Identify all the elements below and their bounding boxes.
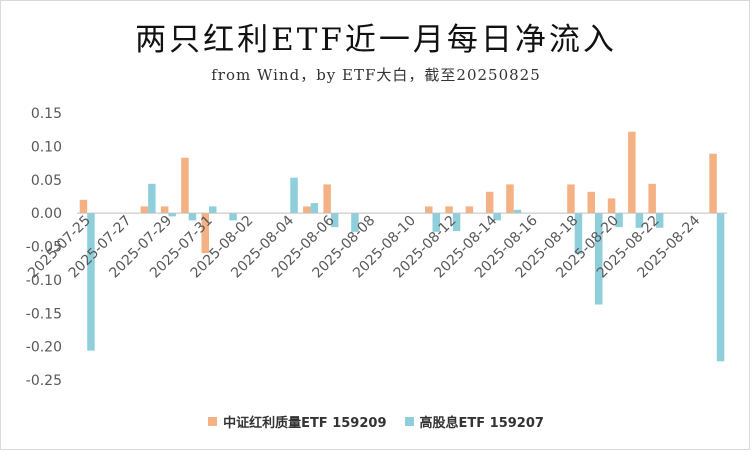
bar-series-1	[425, 206, 433, 214]
y-tick-label: -0.15	[26, 306, 62, 322]
bar-series-1	[140, 206, 149, 214]
bar-series-2	[188, 213, 197, 221]
bar-series-1	[567, 184, 575, 214]
bar-series-2	[290, 177, 298, 214]
bar-series-2	[168, 213, 176, 217]
bar-series-1	[160, 206, 169, 214]
bar-series-2	[148, 183, 156, 214]
bar-series-2	[209, 206, 217, 214]
y-tick-label: -0.20	[26, 340, 62, 356]
bar-series-2	[574, 213, 583, 254]
y-tick-label: 0.15	[31, 106, 62, 122]
y-tick-label: -0.05	[26, 240, 62, 256]
bar-series-2	[513, 209, 522, 214]
bar-series-1	[323, 184, 331, 214]
bar-series-2	[716, 213, 725, 362]
legend-swatch-series-1	[208, 417, 218, 426]
bar-series-1	[79, 199, 88, 214]
bar-series-1	[628, 131, 636, 214]
bar-series-2	[493, 213, 501, 221]
bar-series-2	[432, 213, 440, 232]
legend-item-series-2: 高股息ETF 159207	[404, 412, 544, 431]
bar-series-1	[607, 198, 616, 214]
bar-series-2	[635, 213, 644, 228]
chart-title: 两只红利ETF近一月每日净流入	[135, 22, 617, 58]
bar-series-1	[587, 191, 595, 214]
chart-subtitle: from Wind，by ETF大白，截至20250825	[211, 66, 541, 84]
bar-series-2	[310, 203, 319, 214]
bar-series-1	[485, 191, 494, 214]
bar-series-2	[655, 213, 664, 228]
y-tick-label: 0.10	[31, 139, 62, 155]
legend-item-series-1: 中证红利质量ETF 159209	[208, 412, 387, 431]
bar-series-2	[87, 213, 95, 351]
y-tick-label: -0.25	[26, 373, 62, 389]
bar-series-1	[465, 206, 474, 214]
bar-series-1	[709, 153, 717, 214]
legend-label-series-2: 高股息ETF 159207	[419, 416, 544, 431]
bar-series-1	[445, 206, 453, 214]
bar-series-1	[506, 184, 514, 214]
y-tick-label: 0.00	[31, 206, 62, 222]
y-tick-label: -0.10	[26, 273, 62, 289]
bar-series-2	[615, 213, 623, 228]
bar-series-2	[452, 213, 461, 232]
bar-series-2	[351, 213, 359, 232]
bar-series-2	[229, 213, 237, 221]
legend-swatch-series-2	[404, 417, 414, 426]
bar-series-1	[303, 206, 311, 214]
legend: 中证红利质量ETF 159209 高股息ETF 159207	[0, 412, 752, 431]
y-tick-label: 0.05	[31, 173, 62, 189]
bar-series-2	[595, 213, 603, 305]
bar-series-1	[181, 157, 189, 214]
bar-series-1	[201, 213, 209, 254]
bar-series-2	[330, 213, 339, 228]
legend-label-series-1: 中证红利质量ETF 159209	[223, 416, 387, 431]
bar-series-1	[648, 183, 656, 214]
